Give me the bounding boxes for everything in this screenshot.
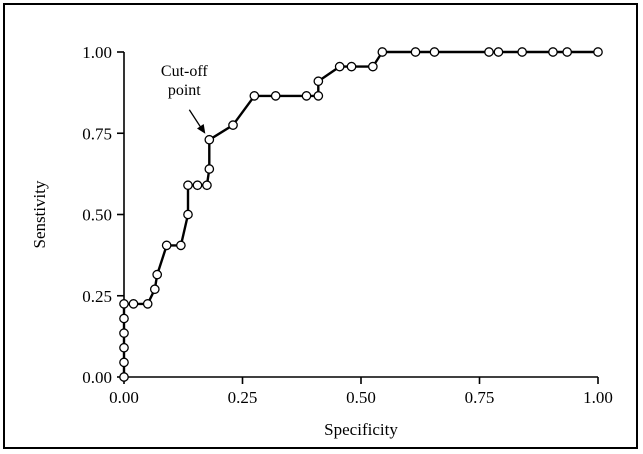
data-point <box>367 61 378 72</box>
data-point <box>119 372 129 382</box>
data-point <box>176 240 186 251</box>
data-point <box>119 342 129 353</box>
y-axis-title: Senstivity <box>30 180 49 249</box>
data-points <box>119 47 603 382</box>
data-point <box>152 269 163 280</box>
data-point <box>429 47 440 57</box>
data-point <box>128 299 139 309</box>
axes <box>123 52 598 378</box>
data-point <box>484 47 494 57</box>
x-ticks: 0.00 0.25 0.50 0.75 1.00 <box>109 377 613 407</box>
data-point <box>270 91 281 101</box>
annotation-arrow-head <box>197 124 206 134</box>
data-point <box>119 313 129 324</box>
y-tick-label: 1.00 <box>82 43 112 62</box>
x-tick-label: 0.75 <box>465 388 495 407</box>
y-tick-label: 0.25 <box>82 287 112 306</box>
annotation-label-line-2: point <box>168 82 201 99</box>
data-point <box>119 357 129 368</box>
data-point <box>192 180 203 191</box>
data-point <box>334 61 345 72</box>
data-point <box>593 47 603 57</box>
data-point <box>149 284 160 295</box>
y-tick-label: 0.75 <box>82 124 112 143</box>
data-point <box>493 47 504 57</box>
data-point <box>346 61 357 72</box>
roc-chart: 0.00 0.25 0.50 0.75 1.00 0.00 0.25 0.50 0.75 1.0… <box>30 43 613 439</box>
data-point <box>410 47 421 57</box>
data-point <box>204 134 215 145</box>
x-axis-title: Specificity <box>324 420 398 439</box>
data-point <box>313 76 324 87</box>
data-point <box>161 240 172 251</box>
data-point <box>301 91 312 101</box>
chart-frame: 0.00 0.25 0.50 0.75 1.00 0.00 0.25 0.50 0.75 1.0… <box>3 3 638 449</box>
series-line <box>122 50 598 377</box>
x-tick-label: 1.00 <box>583 388 613 407</box>
data-point <box>183 209 193 220</box>
data-point <box>228 120 238 130</box>
data-point <box>377 47 388 57</box>
data-point <box>119 328 129 338</box>
y-tick-label: 0.50 <box>82 206 112 225</box>
data-point <box>202 180 212 191</box>
cutoff-annotation: Cut-off point <box>161 63 208 134</box>
data-point <box>249 91 260 101</box>
data-point <box>204 164 215 174</box>
x-tick-label: 0.00 <box>109 388 139 407</box>
data-point <box>183 180 193 191</box>
data-point <box>548 47 558 57</box>
data-point <box>517 47 528 57</box>
x-tick-label: 0.50 <box>346 388 376 407</box>
x-tick-label: 0.25 <box>228 388 258 407</box>
data-point <box>119 299 129 309</box>
y-tick-label: 0.00 <box>82 368 112 387</box>
y-ticks: 0.00 0.25 0.50 0.75 1.00 <box>82 43 124 387</box>
data-point <box>562 47 573 57</box>
annotation-label-line-1: Cut-off <box>161 63 208 80</box>
data-point <box>313 91 324 101</box>
data-point <box>142 299 153 309</box>
